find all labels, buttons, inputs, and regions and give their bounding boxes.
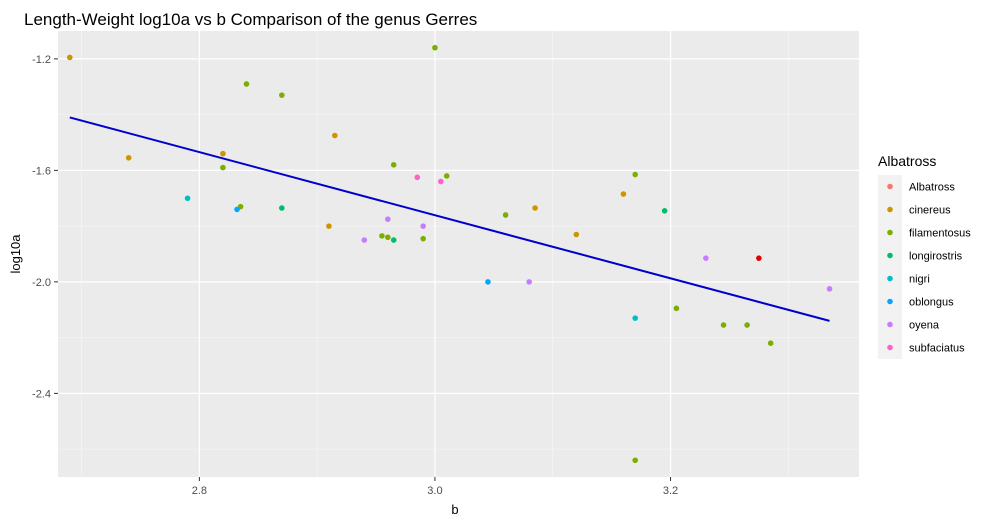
- point-filamentosus: [379, 233, 385, 239]
- grid-major: [58, 31, 859, 477]
- legend-label-oyena: oyena: [909, 320, 940, 332]
- legend-key-filamentosus: [887, 229, 893, 236]
- point-longirostris: [279, 205, 285, 211]
- legend-key-background: [878, 175, 902, 359]
- point-cinereus: [220, 150, 226, 157]
- legend-label-albatross: Albatross: [909, 182, 955, 194]
- point-filamentosus: [632, 171, 638, 178]
- point-longirostris: [661, 207, 668, 214]
- point-cinereus: [326, 223, 332, 229]
- point-cinereus: [620, 191, 627, 197]
- point-nigri: [184, 195, 191, 202]
- data-points: [66, 44, 833, 464]
- y-tick-label: -1.6: [32, 165, 51, 177]
- y-tick-label: -2.0: [32, 277, 51, 289]
- point-filamentosus: [767, 340, 774, 347]
- point-filamentosus: [220, 164, 226, 171]
- point-cinereus: [66, 54, 73, 61]
- point-subfaciatus: [414, 174, 421, 181]
- point-highlight: [756, 255, 762, 261]
- point-filamentosus: [390, 162, 397, 168]
- legend-key-longirostris: [887, 252, 893, 259]
- y-axis-ticks: -1.2 -1.6 -2.0 -2.4: [32, 54, 58, 400]
- point-cinereus: [125, 155, 132, 161]
- point-oyena: [361, 237, 368, 243]
- point-filamentosus: [673, 305, 680, 312]
- legend-label-oblongus: oblongus: [909, 297, 954, 309]
- x-tick-label: 2.8: [192, 485, 207, 497]
- legend-label-nigri: nigri: [909, 274, 930, 286]
- legend-label-filamentosus: filamentosus: [909, 228, 971, 240]
- legend-key-subfaciatus: [887, 344, 893, 351]
- y-tick-label: -2.4: [32, 388, 51, 400]
- point-cinereus: [573, 231, 580, 238]
- point-filamentosus: [632, 457, 638, 464]
- point-oyena: [826, 286, 833, 292]
- point-filamentosus: [443, 173, 450, 179]
- y-axis-title: log10a: [8, 234, 23, 274]
- point-oyena: [703, 255, 709, 261]
- x-axis-title: b: [451, 502, 458, 517]
- trend-line: [69, 116, 830, 322]
- point-subfaciatus: [438, 178, 444, 185]
- legend-label-longirostris: longirostris: [909, 251, 963, 263]
- y-tick-label: -1.2: [32, 54, 51, 66]
- point-longirostris: [390, 237, 397, 243]
- legend-key-oyena: [887, 321, 893, 328]
- legend-key-albatross: [887, 183, 893, 190]
- legend: Albatross Albatross cinereus filamentosus l…: [878, 153, 971, 359]
- point-oyena: [526, 279, 532, 285]
- point-filamentosus: [502, 212, 509, 218]
- point-nigri: [632, 315, 638, 321]
- point-oyena: [420, 223, 426, 229]
- point-filamentosus: [243, 81, 250, 87]
- point-filamentosus: [420, 235, 426, 242]
- point-cinereus: [532, 205, 538, 211]
- legend-title: Albatross: [878, 153, 936, 169]
- point-filamentosus: [279, 92, 285, 98]
- chart-title: Length-Weight log10a vs b Comparison of …: [24, 10, 477, 29]
- point-oblongus: [234, 206, 240, 213]
- x-axis-ticks: 2.8 3.0 3.2: [192, 477, 678, 497]
- legend-label-subfaciatus: subfaciatus: [909, 343, 965, 355]
- point-filamentosus: [385, 234, 391, 241]
- point-filamentosus: [720, 322, 727, 328]
- legend-key-oblongus: [887, 298, 893, 305]
- point-cinereus: [332, 132, 338, 139]
- legend-label-cinereus: cinereus: [909, 205, 951, 217]
- point-oyena: [385, 216, 391, 222]
- x-tick-label: 3.2: [663, 485, 678, 497]
- point-oblongus: [485, 279, 491, 285]
- plot-panel: [58, 31, 859, 477]
- legend-key-cinereus: [887, 206, 893, 213]
- point-filamentosus: [432, 44, 438, 51]
- grid-minor: [58, 31, 859, 477]
- x-tick-label: 3.0: [427, 485, 442, 497]
- point-filamentosus: [744, 322, 750, 328]
- legend-key-nigri: [887, 275, 893, 282]
